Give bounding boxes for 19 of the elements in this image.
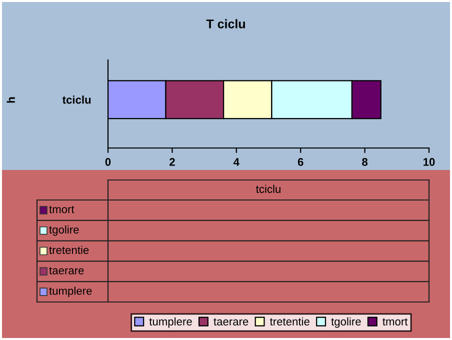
chart-title: T ciclu [206,19,245,28]
legend-label: tgolire [331,317,361,328]
category-label: tciclu [256,184,280,193]
text: tumplere [149,317,192,328]
legend-label: tumplere [49,286,92,297]
x-tick-label: 4 [233,158,240,166]
y-axis-title: h [6,97,15,103]
legend-label: tretentie [49,246,89,254]
text: tgolire [49,225,79,236]
legend-label: taerare [49,267,84,274]
text: tmort [49,206,74,214]
x-tick-label: 0 [105,158,111,166]
x-tick-label: 6 [298,158,304,166]
x-tick-label: 2 [169,158,175,166]
text: taerare [214,318,248,326]
legend-label: tmort [382,318,408,326]
x-tick-label: 8 [362,158,368,166]
x-tick-label: 10 [424,158,435,166]
text: tretentie [270,317,310,326]
